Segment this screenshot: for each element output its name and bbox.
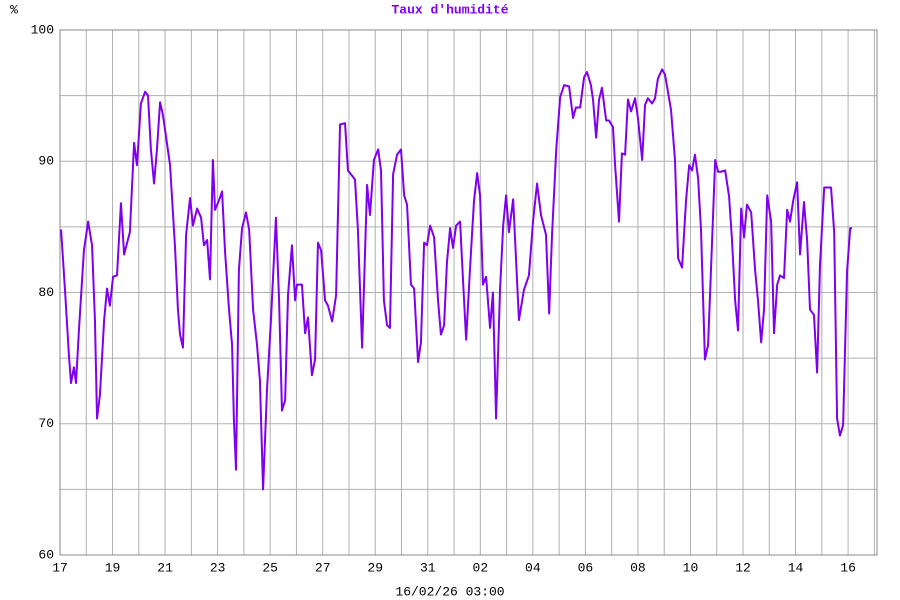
x-tick-label: 16 <box>840 560 856 575</box>
x-tick-label: 14 <box>788 560 804 575</box>
y-tick-label: 90 <box>38 154 54 169</box>
x-tick-label: 08 <box>630 560 646 575</box>
y-tick-label: 100 <box>31 22 54 37</box>
plot-frame <box>59 29 878 556</box>
y-tick-label: 70 <box>38 416 54 431</box>
x-tick-label: 04 <box>525 560 541 575</box>
x-tick-label: 27 <box>315 560 331 575</box>
x-tick-label: 17 <box>52 560 68 575</box>
x-tick-label: 25 <box>262 560 278 575</box>
x-tick-label: 02 <box>473 560 489 575</box>
chart-title: Taux d'humidité <box>391 2 508 17</box>
x-tick-label: 31 <box>420 560 436 575</box>
x-axis-label: 16/02/26 03:00 <box>395 584 504 599</box>
data-line <box>60 68 853 491</box>
y-tick-label: 80 <box>38 285 54 300</box>
x-tick-label: 29 <box>367 560 383 575</box>
x-tick-label: 23 <box>210 560 226 575</box>
x-tick-label: 06 <box>578 560 594 575</box>
x-tick-label: 12 <box>735 560 751 575</box>
y-axis-label: % <box>10 2 18 17</box>
x-tick-label: 19 <box>105 560 121 575</box>
x-tick-label: 21 <box>157 560 173 575</box>
y-tick-label: 60 <box>38 547 54 562</box>
x-tick-label: 10 <box>683 560 699 575</box>
